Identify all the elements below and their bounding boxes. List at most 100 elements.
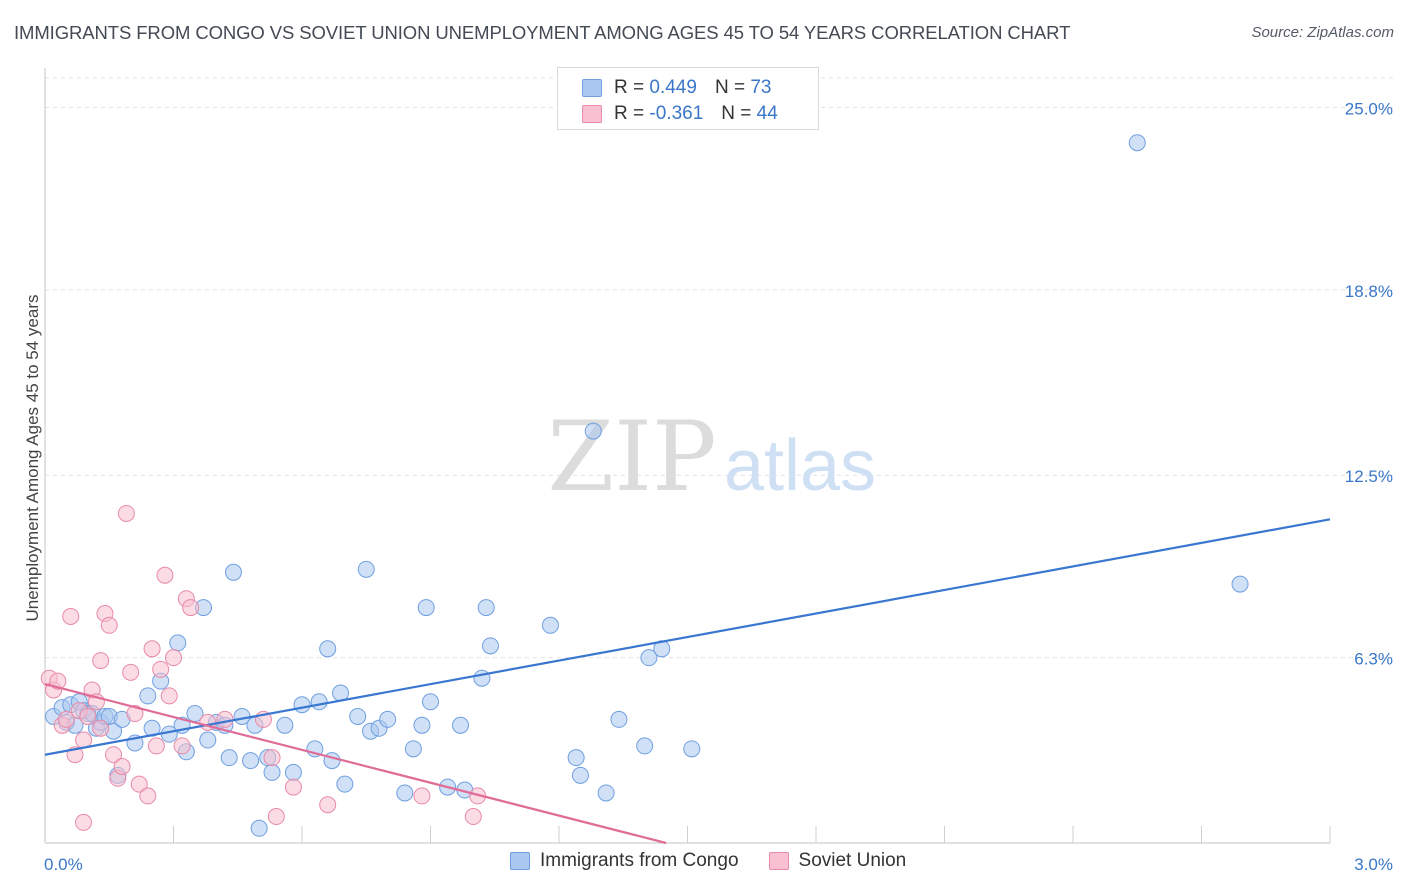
congo-point [220, 749, 238, 767]
soviet-point [263, 749, 281, 767]
legend-r-value: -0.361 [649, 103, 704, 124]
series-soviet-points [40, 504, 487, 831]
congo-point [610, 710, 628, 728]
soviet-point [75, 813, 93, 831]
congo-point [169, 634, 187, 652]
soviet-point [92, 652, 110, 670]
congo-point [293, 696, 311, 714]
y-tick-label: 18.8% [1345, 282, 1393, 301]
congo-point [349, 707, 367, 725]
congo-point [263, 763, 281, 781]
source-label: Source: ZipAtlas.com [1251, 24, 1394, 41]
y-axis-label: Unemployment Among Ages 45 to 54 years [23, 295, 42, 622]
soviet-point [130, 775, 148, 793]
congo-point [541, 616, 559, 634]
congo-point [1231, 575, 1249, 593]
soviet-point [165, 649, 182, 667]
soviet-point [79, 707, 97, 725]
soviet-point [182, 599, 200, 617]
congo-point [284, 763, 302, 781]
x-tick-label: 0.0% [44, 855, 83, 874]
congo-point [413, 716, 431, 734]
soviet-point [413, 787, 431, 805]
legend-swatch-soviet [768, 852, 789, 870]
congo-point [422, 693, 439, 711]
watermark-atlas: atlas [724, 426, 876, 506]
soviet-point [152, 660, 170, 678]
congo-point [1128, 134, 1146, 152]
congo-point [683, 740, 701, 758]
gridlines [45, 77, 1394, 659]
legend-item-congo[interactable]: Immigrants from Congo [510, 850, 739, 872]
soviet-point [464, 808, 482, 826]
legend-n-label: N = [721, 103, 752, 124]
soviet-point [105, 746, 123, 764]
soviet-point [62, 607, 80, 625]
congo-point [319, 640, 337, 658]
soviet-point [267, 808, 285, 826]
soviet-point [126, 705, 144, 723]
y-tick-label: 12.5% [1345, 467, 1393, 486]
legend-label-congo: Immigrants from Congo [540, 850, 739, 871]
legend-n-value: 44 [756, 103, 778, 124]
legend-r-value: 0.449 [649, 77, 697, 98]
congo-point [143, 719, 161, 737]
soviet-point [147, 737, 165, 755]
watermark: ZIP atlas [547, 401, 876, 513]
congo-point [379, 710, 397, 728]
legend-row-soviet: R = -0.361 N = 44 [582, 102, 778, 126]
soviet-point [100, 616, 118, 634]
soviet-point [216, 710, 234, 728]
soviet-point [49, 672, 67, 690]
trend-lines [44, 518, 1331, 845]
soviet-point [57, 710, 75, 728]
soviet-point [160, 687, 178, 705]
legend-swatch-congo [510, 852, 530, 870]
congo-point [139, 687, 157, 705]
congo-point [242, 752, 260, 770]
congo-point [250, 819, 268, 837]
correlation-legend: R = 0.449 N = 73 R = -0.361 N = 44 [557, 67, 819, 130]
congo-point [451, 716, 469, 734]
legend-r-label: R = [614, 103, 645, 124]
soviet-point [319, 796, 337, 814]
x-tick-label: 3.0% [1354, 855, 1393, 874]
trend-line-soviet [44, 683, 667, 845]
trend-line-congo [44, 518, 1331, 756]
axes [44, 68, 1331, 844]
legend-n-label: N = [714, 77, 746, 98]
chart-title: IMMIGRANTS FROM CONGO VS SOVIET UNION UN… [14, 22, 1071, 43]
legend-swatch-congo [582, 79, 602, 97]
congo-point [310, 693, 328, 711]
tick-labels: 6.3% 12.5% 18.8% 25.0% 0.0% 3.0% [44, 99, 1393, 874]
congo-point [396, 784, 414, 802]
congo-point [636, 737, 654, 755]
legend-item-soviet[interactable]: Soviet Union [768, 850, 907, 872]
congo-point [336, 775, 354, 793]
congo-point [477, 599, 495, 617]
soviet-point [122, 663, 140, 681]
soviet-point [173, 737, 191, 755]
congo-point [597, 784, 615, 802]
legend-n-value: 73 [750, 77, 772, 98]
congo-point [404, 740, 422, 758]
legend-r-label: R = [614, 77, 645, 98]
congo-point [224, 563, 242, 581]
congo-point [640, 649, 658, 667]
legend-swatch-soviet [582, 105, 602, 123]
soviet-point [139, 787, 157, 805]
congo-point [571, 766, 589, 784]
legend-row-congo: R = 0.449 N = 73 [582, 76, 771, 100]
legend-label-soviet: Soviet Union [798, 850, 907, 871]
soviet-point [113, 758, 131, 775]
soviet-point [156, 566, 174, 584]
congo-point [584, 422, 602, 440]
soviet-point [117, 504, 135, 522]
congo-point [199, 731, 217, 749]
soviet-point [284, 778, 302, 796]
congo-point [417, 599, 435, 617]
congo-point [276, 716, 294, 734]
y-tick-label: 25.0% [1345, 99, 1393, 118]
soviet-point [92, 719, 110, 737]
